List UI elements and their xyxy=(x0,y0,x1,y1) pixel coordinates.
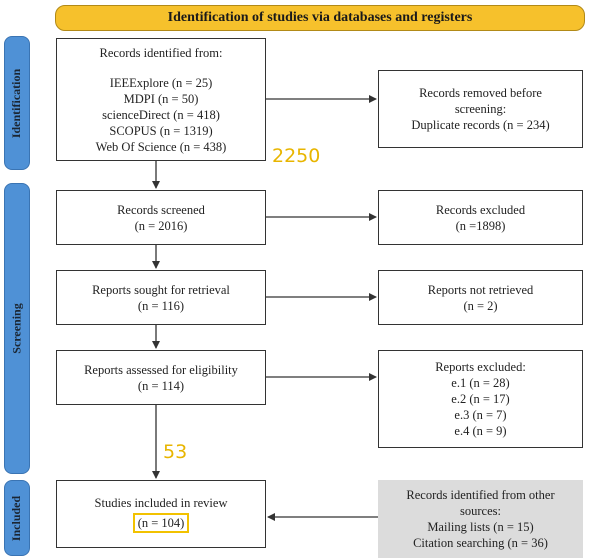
diagram-title-banner: Identification of studies via databases … xyxy=(55,5,585,31)
records-removed-line-2: screening: xyxy=(454,102,507,116)
records-identified-box: Records identified from: IEEExplore (n =… xyxy=(56,38,266,161)
studies-included-count: (n = 104) xyxy=(132,513,190,533)
reports-excluded-e2: e.2 (n = 17) xyxy=(451,392,510,406)
reports-excluded-heading: Reports excluded: xyxy=(435,360,526,374)
other-sources-box: Records identified from other sources: M… xyxy=(378,480,583,558)
other-sources-citation-searching: Citation searching (n = 36) xyxy=(413,536,548,550)
reports-sought-count: (n = 116) xyxy=(137,298,185,313)
source-mdpi: MDPI (n = 50) xyxy=(123,91,199,106)
phase-screening: Screening xyxy=(4,183,30,474)
records-excluded-box: Records excluded (n =1898) xyxy=(378,190,583,245)
studies-included-label: Studies included in review xyxy=(94,496,228,510)
reports-not-retrieved-box: Reports not retrieved (n = 2) xyxy=(378,270,583,325)
reports-assessed-count: (n = 114) xyxy=(137,378,185,393)
phase-included: Included xyxy=(4,480,30,556)
phase-identification: Identification xyxy=(4,36,30,170)
source-web-of-science: Web Of Science (n = 438) xyxy=(95,139,227,154)
reports-sought-box: Reports sought for retrieval (n = 116) xyxy=(56,270,266,325)
other-sources-mailing-lists: Mailing lists (n = 15) xyxy=(427,520,534,534)
records-screened-box: Records screened (n = 2016) xyxy=(56,190,266,245)
reports-excluded-e4: e.4 (n = 9) xyxy=(454,424,507,438)
records-excluded-count: (n =1898) xyxy=(455,218,506,233)
records-removed-line-3: Duplicate records (n = 234) xyxy=(411,118,550,132)
studies-included-box: Studies included in review (n = 104) xyxy=(56,480,266,548)
source-ieeexplore: IEEExplore (n = 25) xyxy=(109,75,213,90)
diagram-title: Identification of studies via databases … xyxy=(167,10,473,25)
reports-excluded-box: Reports excluded: e.1 (n = 28) e.2 (n = … xyxy=(378,350,583,448)
reports-not-retrieved-label: Reports not retrieved xyxy=(427,282,534,297)
source-sciencedirect: scienceDirect (n = 418) xyxy=(102,107,220,122)
other-sources-line-2: sources: xyxy=(460,504,501,518)
records-screened-count: (n = 2016) xyxy=(134,218,188,233)
records-screened-label: Records screened xyxy=(117,202,205,217)
reports-excluded-e1: e.1 (n = 28) xyxy=(451,376,510,390)
annotation-subtotal: 53 xyxy=(163,441,188,463)
records-identified-heading: Records identified from: xyxy=(99,45,223,60)
other-sources-line-1: Records identified from other xyxy=(406,488,555,502)
records-removed-line-1: Records removed before xyxy=(419,86,542,100)
records-removed-box: Records removed before screening: Duplic… xyxy=(378,70,583,148)
annotation-total: 2250 xyxy=(272,145,321,167)
reports-assessed-box: Reports assessed for eligibility (n = 11… xyxy=(56,350,266,405)
reports-excluded-e3: e.3 (n = 7) xyxy=(454,408,507,422)
reports-assessed-label: Reports assessed for eligibility xyxy=(84,362,238,377)
reports-sought-label: Reports sought for retrieval xyxy=(92,282,230,297)
records-excluded-label: Records excluded xyxy=(435,202,526,217)
source-scopus: SCOPUS (n = 1319) xyxy=(109,123,213,138)
reports-not-retrieved-count: (n = 2) xyxy=(463,298,498,313)
